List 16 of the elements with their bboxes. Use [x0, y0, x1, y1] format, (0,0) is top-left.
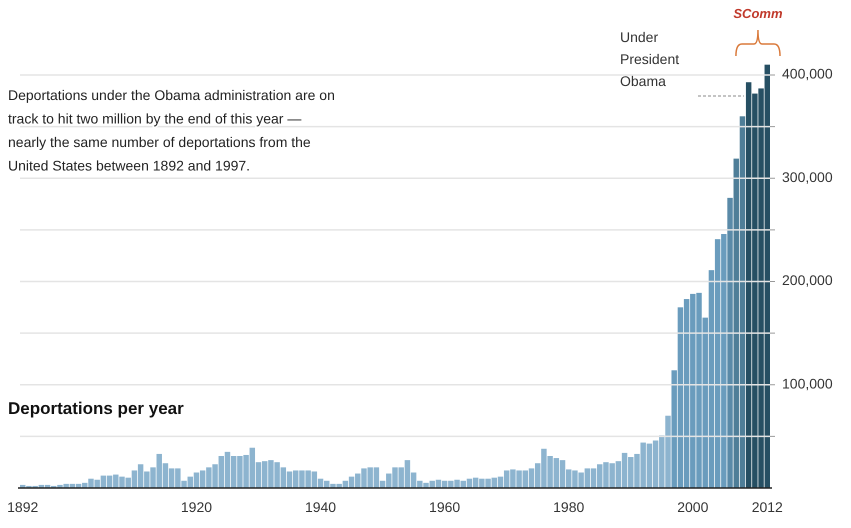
text: Deportations under the Obama administration are on track to hit two million by the end of this year — nearly the same number of deportations from the United States between 1892 and 1997.	[8, 87, 335, 174]
x-tick-label: 1892	[7, 499, 39, 515]
y-tick-label: 400,000	[782, 66, 833, 82]
x-tick-label: 1980	[553, 499, 585, 515]
x-tick-label: 2012	[752, 499, 784, 515]
annotation: Under President Obama	[620, 29, 680, 89]
x-tick-label: 1940	[304, 499, 336, 515]
y-tick-label: 100,000	[782, 375, 833, 392]
y-tick-label: 200,000	[782, 272, 833, 288]
x-tick-label: 1920	[180, 499, 212, 515]
x-tick-label: 2000	[677, 499, 709, 515]
text: Deportations per year	[8, 399, 184, 418]
y-tick-label: 300,000	[782, 168, 833, 185]
x-tick-label: 1960	[429, 499, 460, 515]
bar	[727, 198, 733, 488]
text: SComm	[733, 6, 783, 21]
